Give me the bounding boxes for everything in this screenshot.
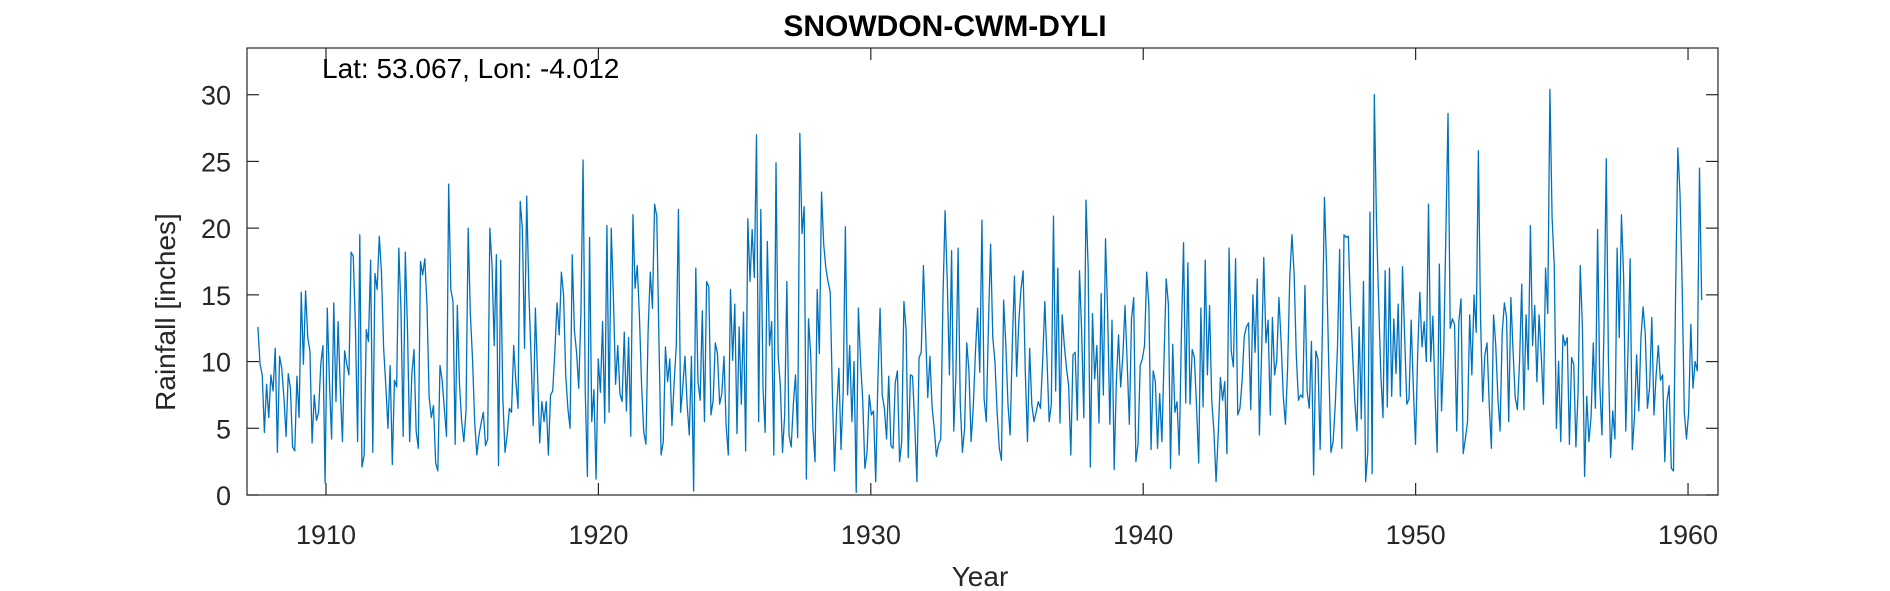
location-annotation: Lat: 53.067, Lon: -4.012 <box>322 53 619 84</box>
x-axis-label: Year <box>952 561 1009 591</box>
y-tick-label: 10 <box>201 348 231 378</box>
y-tick-label: 5 <box>216 414 231 444</box>
x-tick-label: 1910 <box>296 520 356 550</box>
y-tick-label: 20 <box>201 214 231 244</box>
x-tick-label: 1930 <box>841 520 901 550</box>
x-tick-label: 1940 <box>1113 520 1173 550</box>
x-tick-label: 1950 <box>1386 520 1446 550</box>
y-tick-label: 30 <box>201 81 231 111</box>
chart-title: SNOWDON-CWM-DYLI <box>783 10 1106 43</box>
x-tick-label: 1960 <box>1658 520 1718 550</box>
rainfall-series-line <box>257 88 1703 493</box>
y-tick-label: 25 <box>201 147 231 177</box>
axis-ticks: 1910 1920 1930 1940 1950 1960 0 5 10 15 20 25 30 <box>201 48 1718 550</box>
y-axis-label: Rainfall [inches] <box>150 213 181 411</box>
y-tick-label: 0 <box>216 481 231 511</box>
y-tick-label: 15 <box>201 281 231 311</box>
x-tick-label: 1920 <box>568 520 628 550</box>
